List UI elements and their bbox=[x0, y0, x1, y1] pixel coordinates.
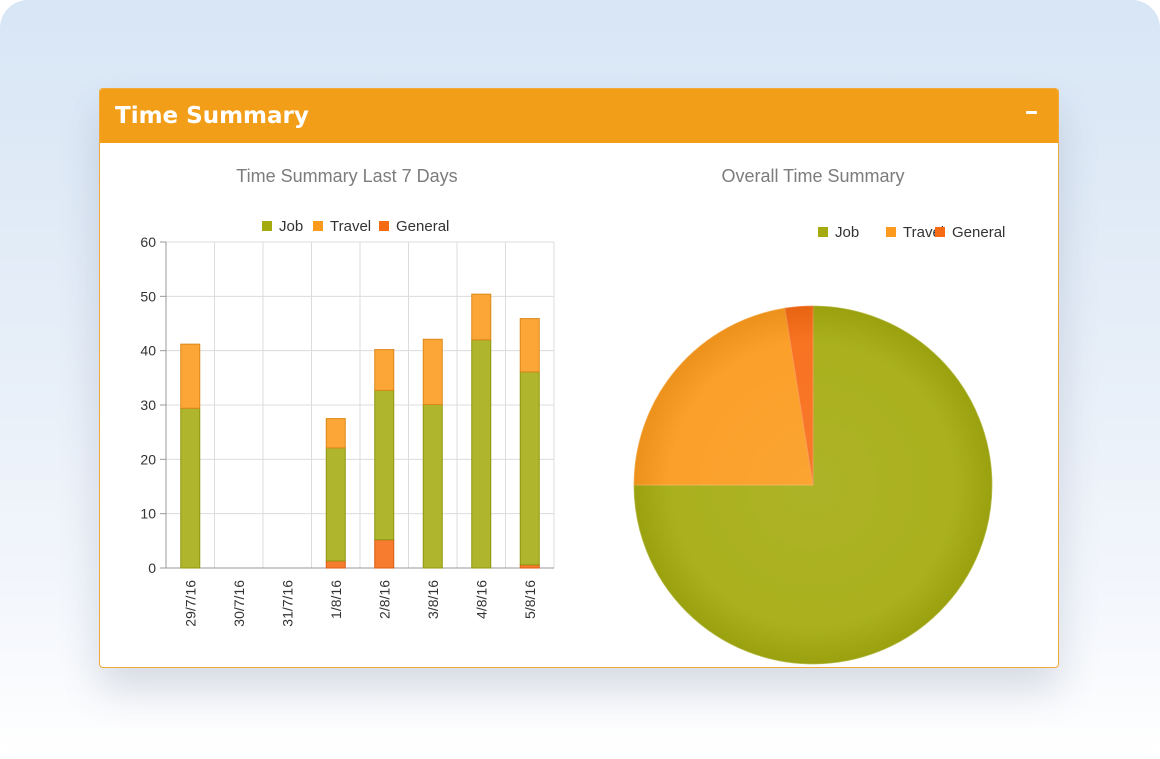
minus-icon bbox=[1026, 111, 1037, 114]
pie-legend-label-general: General bbox=[952, 224, 1005, 241]
legend-item-travel: Travel bbox=[313, 218, 371, 235]
y-tick-label: 20 bbox=[140, 451, 156, 467]
y-tick-label: 10 bbox=[140, 506, 156, 522]
legend-label-job: Job bbox=[279, 218, 303, 235]
bar-travel bbox=[325, 418, 346, 449]
bar-job bbox=[422, 403, 443, 569]
pie-legend-swatch-travel bbox=[886, 227, 896, 237]
x-tick-label: 31/7/16 bbox=[279, 580, 295, 627]
y-tick-label: 60 bbox=[140, 234, 156, 250]
x-tick-label: 3/8/16 bbox=[425, 580, 441, 619]
bar-general bbox=[325, 560, 346, 569]
panel-header: Time Summary bbox=[100, 89, 1058, 143]
collapse-button[interactable] bbox=[1020, 99, 1044, 123]
legend-label-travel: Travel bbox=[330, 218, 371, 235]
y-tick-label: 50 bbox=[140, 288, 156, 304]
bar-travel bbox=[471, 293, 492, 341]
bar-chart-title: Time Summary Last 7 Days bbox=[236, 166, 457, 186]
bar-travel bbox=[180, 343, 201, 409]
pie-legend-item-job: Job bbox=[818, 224, 859, 241]
bar-travel bbox=[374, 349, 395, 391]
bar-travel bbox=[422, 338, 443, 405]
pie-legend-label-job: Job bbox=[835, 224, 859, 241]
x-tick-label: 4/8/16 bbox=[473, 580, 489, 619]
bar-chart: Time Summary Last 7 Days Job Travel General… bbox=[140, 166, 555, 627]
bar-travel bbox=[519, 318, 540, 373]
pie-chart: Overall Time Summary Job Travel General bbox=[633, 166, 1005, 665]
pie-shading bbox=[634, 306, 992, 664]
legend-swatch-job bbox=[262, 221, 272, 231]
bar-job bbox=[325, 447, 346, 562]
legend-label-general: General bbox=[396, 218, 449, 235]
y-tick-label: 40 bbox=[140, 343, 156, 359]
pie-chart-title: Overall Time Summary bbox=[721, 166, 904, 186]
x-tick-label: 29/7/16 bbox=[182, 580, 198, 627]
bar-job bbox=[519, 371, 540, 566]
bar-job bbox=[180, 407, 201, 569]
x-tick-label: 1/8/16 bbox=[328, 580, 344, 619]
pie-legend-item-travel: Travel bbox=[886, 224, 944, 241]
legend-swatch-general bbox=[379, 221, 389, 231]
y-tick-label: 30 bbox=[140, 397, 156, 413]
bar-job bbox=[374, 389, 395, 541]
bar-job bbox=[471, 339, 492, 569]
x-tick-label: 2/8/16 bbox=[376, 580, 392, 619]
legend-item-job: Job bbox=[262, 218, 303, 235]
bar-general bbox=[374, 539, 395, 569]
legend-item-general: General bbox=[379, 218, 449, 235]
time-summary-panel: Time Summary Time Summary Last 7 Days Job… bbox=[99, 88, 1059, 668]
x-tick-label: 5/8/16 bbox=[522, 580, 538, 619]
pie-legend-swatch-job bbox=[818, 227, 828, 237]
panel-title: Time Summary bbox=[115, 103, 309, 129]
y-tick-label: 0 bbox=[148, 560, 156, 576]
pie-legend-swatch-general bbox=[935, 227, 945, 237]
x-tick-label: 30/7/16 bbox=[231, 580, 247, 627]
legend-swatch-travel bbox=[313, 221, 323, 231]
pie-legend-item-general: General bbox=[935, 224, 1005, 241]
pie-legend-label-travel: Travel bbox=[903, 224, 944, 241]
